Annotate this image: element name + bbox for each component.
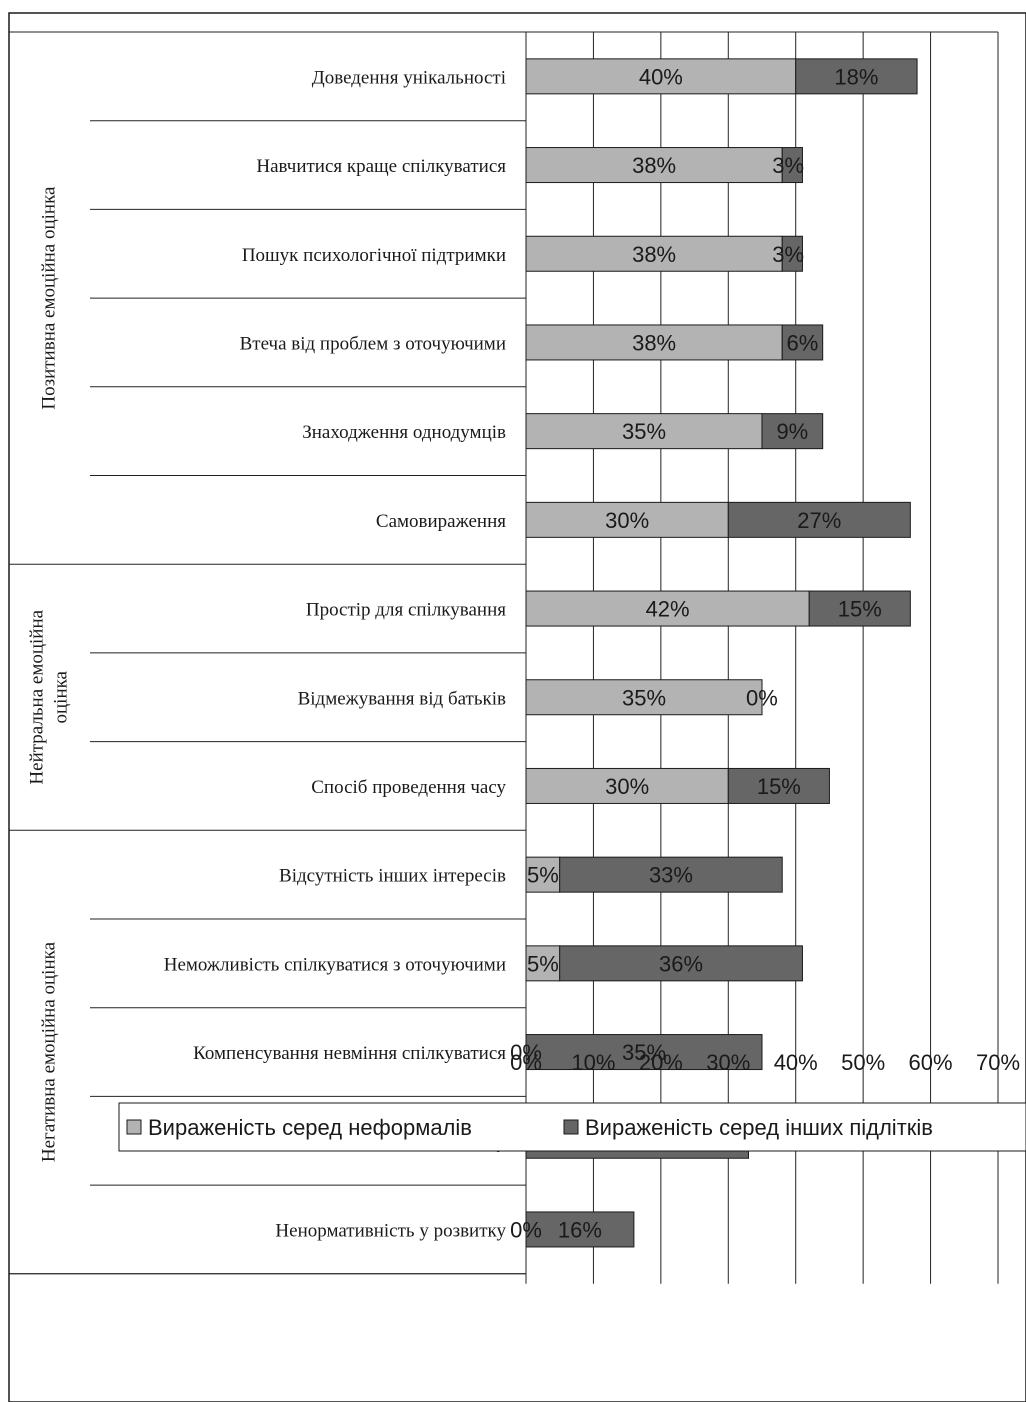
- category-label: Неможливість спілкуватися з оточуючими: [164, 954, 506, 975]
- data-label-other-teens: 3%: [772, 242, 804, 267]
- data-label-informals: 38%: [632, 153, 676, 178]
- x-tick-label: 50%: [841, 1050, 885, 1075]
- data-label-informals: 35%: [622, 685, 666, 710]
- data-label-other-teens: 35%: [622, 1040, 666, 1065]
- group-labels: Позитивна емоційна оцінка Нейтральна емоц…: [26, 186, 71, 1162]
- category-label: Самовираження: [376, 511, 506, 532]
- data-label-informals: 5%: [527, 951, 559, 976]
- data-label-other-teens: 16%: [558, 1217, 602, 1242]
- x-tick-label: 40%: [774, 1050, 818, 1075]
- category-label: Доведення унікальності: [312, 67, 506, 88]
- bar-informals: [525, 58, 797, 95]
- data-label-informals: 42%: [646, 597, 690, 622]
- data-label-other-teens: 15%: [838, 597, 882, 622]
- category-label: Втеча від проблем з оточуючими: [240, 333, 506, 354]
- bar-other-teens: [525, 1034, 763, 1071]
- bar-informals: [525, 679, 763, 716]
- legend-swatch-informals: [126, 1119, 142, 1135]
- group-label: Негативна емоційна оцінка: [38, 941, 59, 1162]
- x-tick-label: 10%: [571, 1050, 615, 1075]
- category-label: Знаходження однодумців: [302, 422, 506, 443]
- gridlines: [9, 31, 999, 1284]
- category-label: Пошук психологічної підтримки: [242, 245, 506, 266]
- bar-other-teens: [525, 1211, 635, 1248]
- data-label-informals: 5%: [527, 863, 559, 888]
- bar-other-teens: [727, 767, 830, 804]
- x-tick-label: 60%: [909, 1050, 953, 1075]
- bar-informals: [525, 945, 561, 982]
- category-label: Навчитися краще спілкуватися: [256, 156, 506, 177]
- bar-other-teens: [559, 856, 783, 893]
- category-label: Відсутність інших інтересів: [279, 866, 506, 887]
- category-label: Компенсування невміння спілкуватися: [193, 1043, 506, 1064]
- legend-label-informals: Вираженість серед неформалів: [148, 1115, 472, 1140]
- data-label-other-teens: 9%: [776, 419, 808, 444]
- bar-informals: [525, 767, 729, 804]
- bar-other-teens: [727, 501, 911, 538]
- bar-informals: [525, 147, 783, 184]
- bar-other-teens: [781, 147, 803, 184]
- bar-other-teens: [795, 58, 918, 95]
- data-label-other-teens: 0%: [746, 685, 778, 710]
- bar-informals: [525, 235, 783, 272]
- data-label-other-teens: 15%: [757, 774, 801, 799]
- data-label-informals: 38%: [632, 242, 676, 267]
- category-label: Ненормативність у розвитку: [275, 1220, 506, 1241]
- legend: Вираженість серед неформалів Вираженість …: [118, 1102, 1026, 1152]
- group-label: оцінка: [50, 670, 71, 723]
- group-label: Нейтральна емоційна: [26, 609, 47, 784]
- bar-other-teens: [559, 945, 803, 982]
- bar-informals: [525, 413, 763, 450]
- data-label-informals: 35%: [622, 419, 666, 444]
- bar-other-teens: [781, 235, 803, 272]
- x-axis: 0% 10% 20% 30% 40% 50% 60% 70%: [9, 1050, 1020, 1275]
- category-label: Простір для спілкування: [306, 600, 506, 621]
- data-label-other-teens: 3%: [772, 153, 804, 178]
- group-label: Позитивна емоційна оцінка: [38, 186, 59, 410]
- bar-other-teens: [781, 324, 824, 361]
- x-tick-label: 20%: [639, 1050, 683, 1075]
- data-label-other-teens: 18%: [834, 64, 878, 89]
- bar-other-teens: [761, 413, 824, 450]
- legend-label-other-teens: Вираженість серед інших підлітків: [585, 1115, 933, 1140]
- data-label-informals: 0%: [510, 1040, 542, 1065]
- x-tick-label: 70%: [976, 1050, 1020, 1075]
- data-label-other-teens: 6%: [787, 330, 819, 355]
- x-tick-label: 30%: [706, 1050, 750, 1075]
- data-label-informals: 30%: [605, 774, 649, 799]
- x-tick-label: 0%: [510, 1050, 542, 1075]
- category-labels: Доведення унікальності Навчитися краще сп…: [164, 67, 507, 1241]
- data-label-informals: 0%: [510, 1217, 542, 1242]
- data-label-informals: 38%: [632, 330, 676, 355]
- bar-other-teens: [808, 590, 911, 627]
- chart-outer-frame: [8, 12, 1026, 1402]
- legend-swatch-other-teens: [563, 1119, 579, 1135]
- data-label-informals: 30%: [605, 508, 649, 533]
- bar-informals: [525, 324, 783, 361]
- category-label: Спосіб проведення часу: [311, 777, 506, 798]
- bar-informals: [525, 856, 561, 893]
- data-label-other-teens: 33%: [649, 863, 693, 888]
- data-label-informals: 40%: [639, 64, 683, 89]
- data-label-other-teens: 27%: [797, 508, 841, 533]
- data-label-other-teens: 36%: [659, 951, 703, 976]
- category-label: Відмежування від батьків: [298, 688, 506, 709]
